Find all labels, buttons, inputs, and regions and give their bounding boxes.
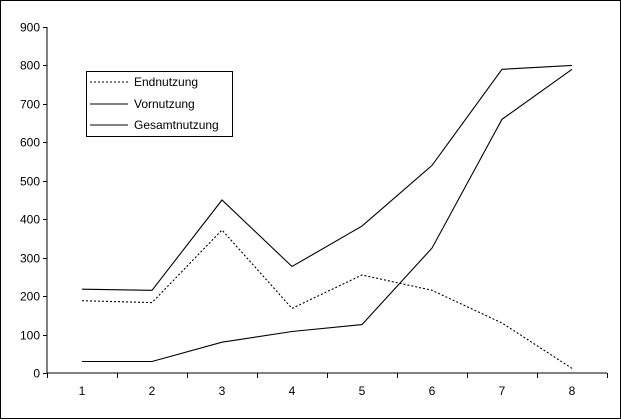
legend-label-endnutzung: Endnutzung [134,75,198,89]
y-tick-label: 0 [33,367,40,381]
x-tick-label: 8 [569,384,576,398]
series-line-vornutzung [82,68,573,363]
legend-label-gesamtnutzung: Gesamtnutzung [134,118,219,132]
x-tick-label: 1 [79,384,86,398]
y-tick-label: 800 [20,59,40,73]
x-tick-label: 3 [219,384,226,398]
x-tick-label: 5 [359,384,366,398]
y-tick-label: 700 [20,98,40,112]
x-tick-label: 7 [499,384,506,398]
series-line-endnutzung [81,229,573,369]
x-tick-label: 6 [429,384,436,398]
y-tick-label: 900 [20,21,40,35]
y-tick-label: 400 [20,213,40,227]
y-tick-label: 500 [20,175,40,189]
legend: Endnutzung Vornutzung Gesamtnutzung [86,71,233,137]
y-tick-label: 600 [20,136,40,150]
y-tick-label: 300 [20,252,40,266]
y-tick-label: 100 [20,329,40,343]
series-line-gesamtnutzung [81,64,573,291]
y-tick-label: 200 [20,290,40,304]
x-tick-label: 4 [289,384,296,398]
plot-area: 0 100 200 300 400 500 600 700 800 900 1 2 3 4 5 6 7 8 [20,21,608,398]
x-tick-label: 2 [149,384,156,398]
legend-label-vornutzung: Vornutzung [134,97,195,111]
